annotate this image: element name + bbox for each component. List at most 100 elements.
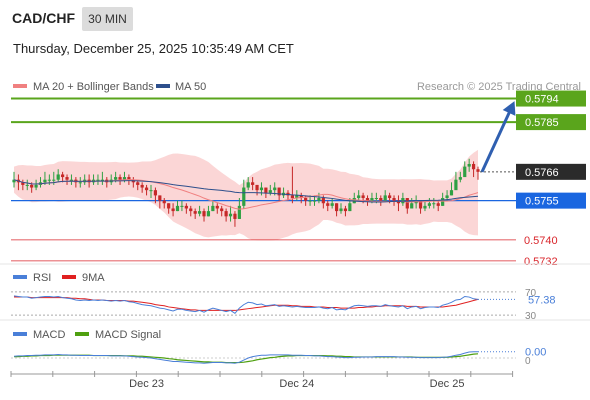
candle-body bbox=[423, 205, 427, 209]
candle-body bbox=[326, 203, 330, 206]
candle-body bbox=[206, 211, 211, 217]
resistance-level-label: 0.5794 bbox=[525, 94, 559, 106]
candle-body bbox=[343, 208, 348, 212]
candle-body bbox=[43, 179, 47, 183]
rsi-tick-70: 70 bbox=[525, 288, 537, 299]
candle-body bbox=[405, 198, 409, 209]
candle-body bbox=[295, 195, 299, 199]
instrument-title: CAD/CHF bbox=[12, 10, 75, 26]
candle-body bbox=[100, 179, 104, 181]
candle-body bbox=[184, 205, 188, 209]
macd-tick-0: 0 bbox=[525, 356, 531, 367]
signal-legend-label: MACD Signal bbox=[95, 329, 161, 341]
candle-body bbox=[379, 198, 383, 201]
x-axis: Dec 23 Dec 24 Dec 25 bbox=[10, 371, 514, 390]
rsi-tick-30: 30 bbox=[525, 311, 537, 322]
candle-body bbox=[317, 198, 321, 201]
candle-body bbox=[330, 203, 334, 206]
candle-body bbox=[268, 190, 272, 193]
candle-body bbox=[47, 179, 51, 181]
candle-body bbox=[273, 187, 277, 191]
candle-body bbox=[255, 184, 259, 191]
candle-body bbox=[175, 205, 180, 212]
candle-body bbox=[233, 213, 237, 219]
rsi-legend: RSI 9MA bbox=[13, 272, 105, 284]
candle-body bbox=[171, 208, 175, 212]
candle-body bbox=[114, 177, 118, 180]
ma50-line bbox=[13, 179, 479, 203]
candle-body bbox=[12, 179, 16, 183]
candle-body bbox=[149, 190, 153, 192]
candle-body bbox=[264, 187, 268, 193]
last-price-box bbox=[516, 163, 586, 180]
candle-body bbox=[441, 198, 445, 206]
candle-body bbox=[392, 198, 396, 201]
candle-body bbox=[144, 187, 149, 191]
candle-body bbox=[34, 184, 38, 188]
candle-body bbox=[445, 195, 449, 199]
candle-body bbox=[432, 203, 436, 205]
candle-body bbox=[383, 195, 387, 201]
candle-body bbox=[228, 213, 233, 217]
rsi-value-label: 57.38 bbox=[528, 294, 556, 306]
candle-body bbox=[370, 198, 374, 201]
candle-body bbox=[65, 177, 69, 180]
rsi-legend-swatch bbox=[13, 275, 27, 279]
resistance-level-box bbox=[516, 114, 586, 131]
candle-body bbox=[365, 198, 370, 201]
candle-body bbox=[418, 200, 423, 209]
candle-body bbox=[215, 205, 219, 209]
ma20-legend-swatch bbox=[13, 84, 27, 88]
candle-body bbox=[224, 211, 228, 217]
candle-body bbox=[237, 205, 241, 219]
moving-averages bbox=[13, 179, 479, 210]
macd-legend-swatch bbox=[13, 332, 27, 336]
candle-body bbox=[69, 179, 74, 181]
rsi-line bbox=[13, 295, 479, 315]
resistance-level-box bbox=[516, 90, 586, 107]
watermark: Research © 2025 Trading Central bbox=[417, 81, 581, 93]
candle-body bbox=[308, 200, 312, 202]
x-axis-label: Dec 23 bbox=[129, 378, 164, 390]
x-axis-label: Dec 25 bbox=[430, 378, 465, 390]
macd-legend-label: MACD bbox=[33, 329, 65, 341]
candle-body bbox=[136, 182, 140, 185]
candle-body bbox=[127, 177, 131, 180]
ma9-legend-swatch bbox=[62, 275, 76, 279]
candle-body bbox=[312, 200, 317, 202]
candle-body bbox=[162, 200, 166, 204]
candle-body bbox=[180, 205, 184, 207]
candle-body bbox=[122, 177, 127, 180]
macd-panel: 00.00 bbox=[11, 347, 546, 367]
chart-header: CAD/CHF 30 MIN Thursday, December 25, 20… bbox=[0, 0, 590, 70]
pivot-level-box bbox=[516, 192, 586, 209]
candle-body bbox=[321, 198, 325, 204]
candle-body bbox=[427, 203, 431, 206]
candle-body bbox=[290, 195, 294, 199]
candle-body bbox=[449, 190, 454, 196]
ma9-legend-label: 9MA bbox=[82, 272, 105, 284]
candle-body bbox=[348, 203, 352, 212]
rsi-panel: 70 30 57.38 bbox=[11, 288, 556, 322]
candle-body bbox=[52, 179, 56, 181]
candle-body bbox=[21, 182, 25, 185]
candle-body bbox=[167, 203, 171, 209]
candle-body bbox=[251, 182, 255, 185]
candle-body bbox=[25, 184, 29, 186]
interval-badge[interactable]: 30 MIN bbox=[82, 7, 133, 31]
resistance-level-label: 0.5785 bbox=[525, 117, 559, 129]
support-level-label: 0.5740 bbox=[524, 235, 558, 247]
candle-body bbox=[463, 166, 467, 178]
candle-body bbox=[202, 211, 206, 217]
candle-body bbox=[467, 163, 471, 167]
support-level-label: 0.5732 bbox=[524, 256, 558, 268]
candle-body bbox=[118, 177, 122, 180]
macd-line bbox=[13, 351, 478, 364]
candle-body bbox=[388, 195, 392, 199]
candle-body bbox=[56, 174, 60, 180]
candle-body bbox=[246, 182, 250, 188]
candle-body bbox=[401, 198, 405, 204]
candle-body bbox=[277, 187, 281, 196]
candle-body bbox=[96, 179, 100, 181]
